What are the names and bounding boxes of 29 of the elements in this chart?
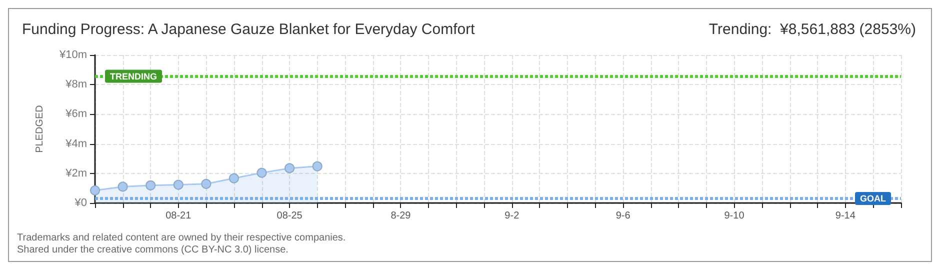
x-tick-label: 9-2 — [504, 210, 520, 222]
x-tick-label: 9-10 — [724, 210, 745, 222]
point — [256, 168, 267, 178]
chart-title: Funding Progress: A Japanese Gauze Blanket for Everyday Comfort — [22, 21, 476, 38]
x-tick-label: 08-21 — [166, 210, 192, 222]
y-tick-label: ¥10m — [58, 49, 87, 61]
y-axis-title: PLEDGED — [34, 105, 46, 153]
y-tick-label: ¥2m — [64, 167, 87, 180]
point — [173, 180, 184, 190]
point — [201, 178, 212, 189]
ref-line-label: TRENDING — [110, 71, 157, 82]
chart-subtitle: Trending: ¥8,561,883 (2853%) — [708, 21, 916, 38]
y-tick-label: ¥6m — [64, 108, 87, 120]
y-tick-label: ¥0 — [74, 197, 87, 209]
ref-line-label: GOAL — [860, 194, 886, 204]
x-tick-label: 8-29 — [390, 210, 412, 222]
point — [312, 161, 322, 172]
y-tick-label: ¥4m — [64, 138, 87, 150]
point — [146, 180, 156, 190]
point — [228, 173, 239, 184]
text: Shared under the creative commons (CC BY-NC 3.0) license. — [17, 244, 288, 256]
point — [90, 185, 100, 196]
x-tick-label: 08-25 — [276, 210, 303, 222]
point — [118, 182, 128, 192]
y-tick-label: ¥8m — [64, 78, 87, 91]
point — [284, 163, 295, 174]
x-tick-label: 9-6 — [616, 210, 631, 222]
x-tick-label: 9-14 — [835, 210, 856, 222]
text: Trademarks and related content are owned by their respective companies. — [17, 232, 346, 244]
